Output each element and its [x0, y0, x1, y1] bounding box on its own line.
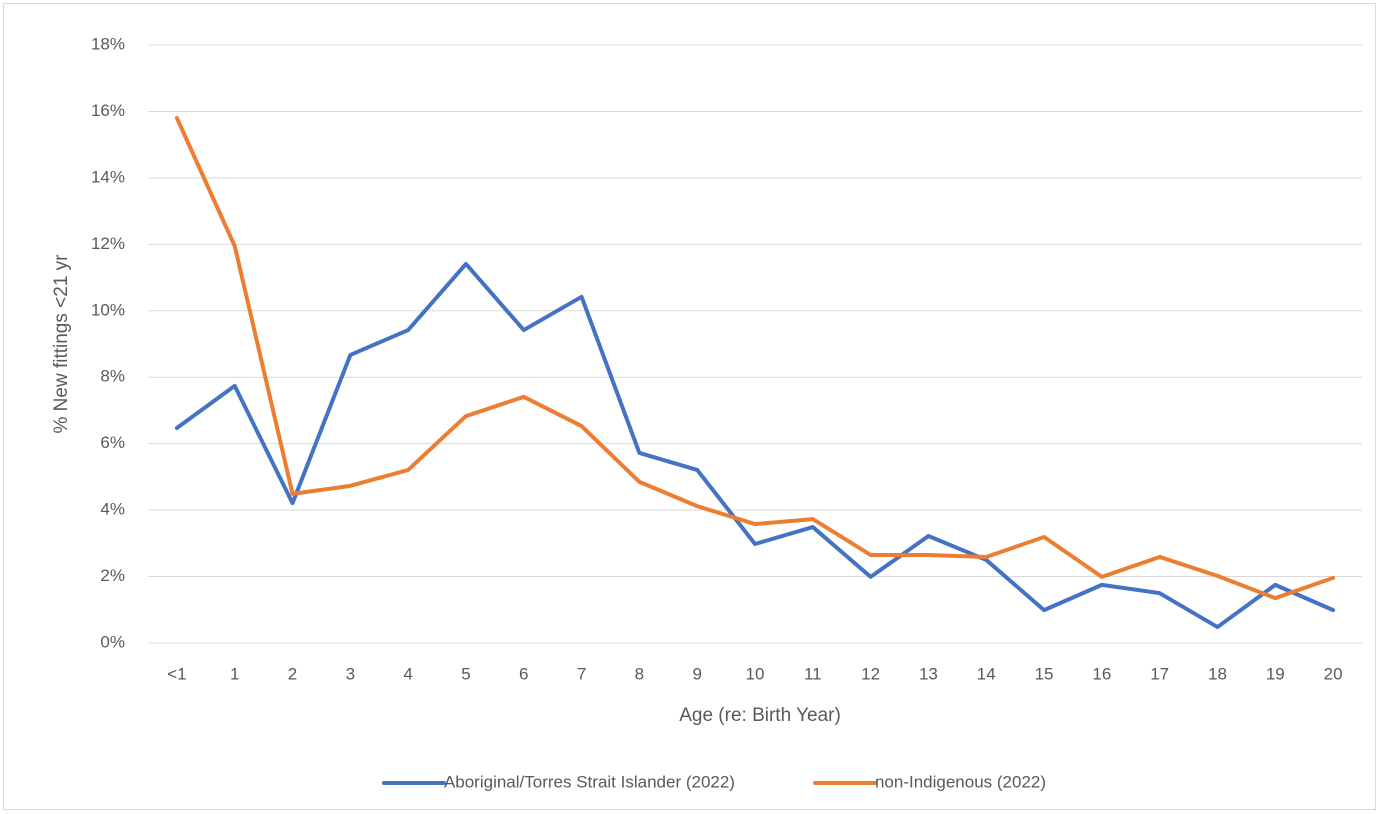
- x-tick-label: 16: [1092, 664, 1111, 683]
- x-tick-label: 18: [1208, 664, 1227, 683]
- legend-label: non-Indigenous (2022): [875, 772, 1046, 791]
- y-tick-label: 16%: [91, 101, 125, 120]
- x-tick-label: 10: [746, 664, 765, 683]
- y-tick-label: 10%: [91, 300, 125, 319]
- y-tick-label: 0%: [100, 632, 125, 651]
- data-line: [174, 261, 1336, 630]
- legend-label: Aboriginal/Torres Strait Islander (2022): [444, 772, 735, 791]
- y-tick-label: 8%: [100, 367, 125, 386]
- data-line: [174, 116, 1336, 601]
- x-tick-label: 7: [577, 664, 586, 683]
- x-tick-label: 4: [403, 664, 412, 683]
- y-tick-label: 12%: [91, 234, 125, 253]
- y-tick-label: 6%: [100, 433, 125, 452]
- x-tick-label: 20: [1324, 664, 1343, 683]
- y-tick-label: 2%: [100, 566, 125, 585]
- y-tick-label: 18%: [91, 34, 125, 53]
- y-axis-title: % New fittings <21 yr: [51, 254, 72, 434]
- y-tick-label: 14%: [91, 167, 125, 186]
- x-tick-label: <1: [167, 664, 186, 683]
- x-tick-label: 11: [804, 664, 822, 683]
- x-tick-label: 12: [861, 664, 880, 683]
- x-tick-label: 14: [977, 664, 996, 683]
- x-tick-label: 3: [346, 664, 355, 683]
- x-tick-label: 17: [1150, 664, 1169, 683]
- y-tick-label: 4%: [100, 500, 125, 519]
- x-tick-label: 8: [635, 664, 644, 683]
- x-tick-label: 15: [1035, 664, 1054, 683]
- x-tick-label: 2: [288, 664, 297, 683]
- x-tick-label: 13: [919, 664, 938, 683]
- chart-frame: [3, 3, 1376, 810]
- x-tick-label: 5: [461, 664, 470, 683]
- x-tick-label: 1: [230, 664, 239, 683]
- x-tick-label: 9: [692, 664, 701, 683]
- x-tick-label: 19: [1266, 664, 1285, 683]
- x-axis-title: Age (re: Birth Year): [679, 705, 841, 726]
- x-tick-label: 6: [519, 664, 528, 683]
